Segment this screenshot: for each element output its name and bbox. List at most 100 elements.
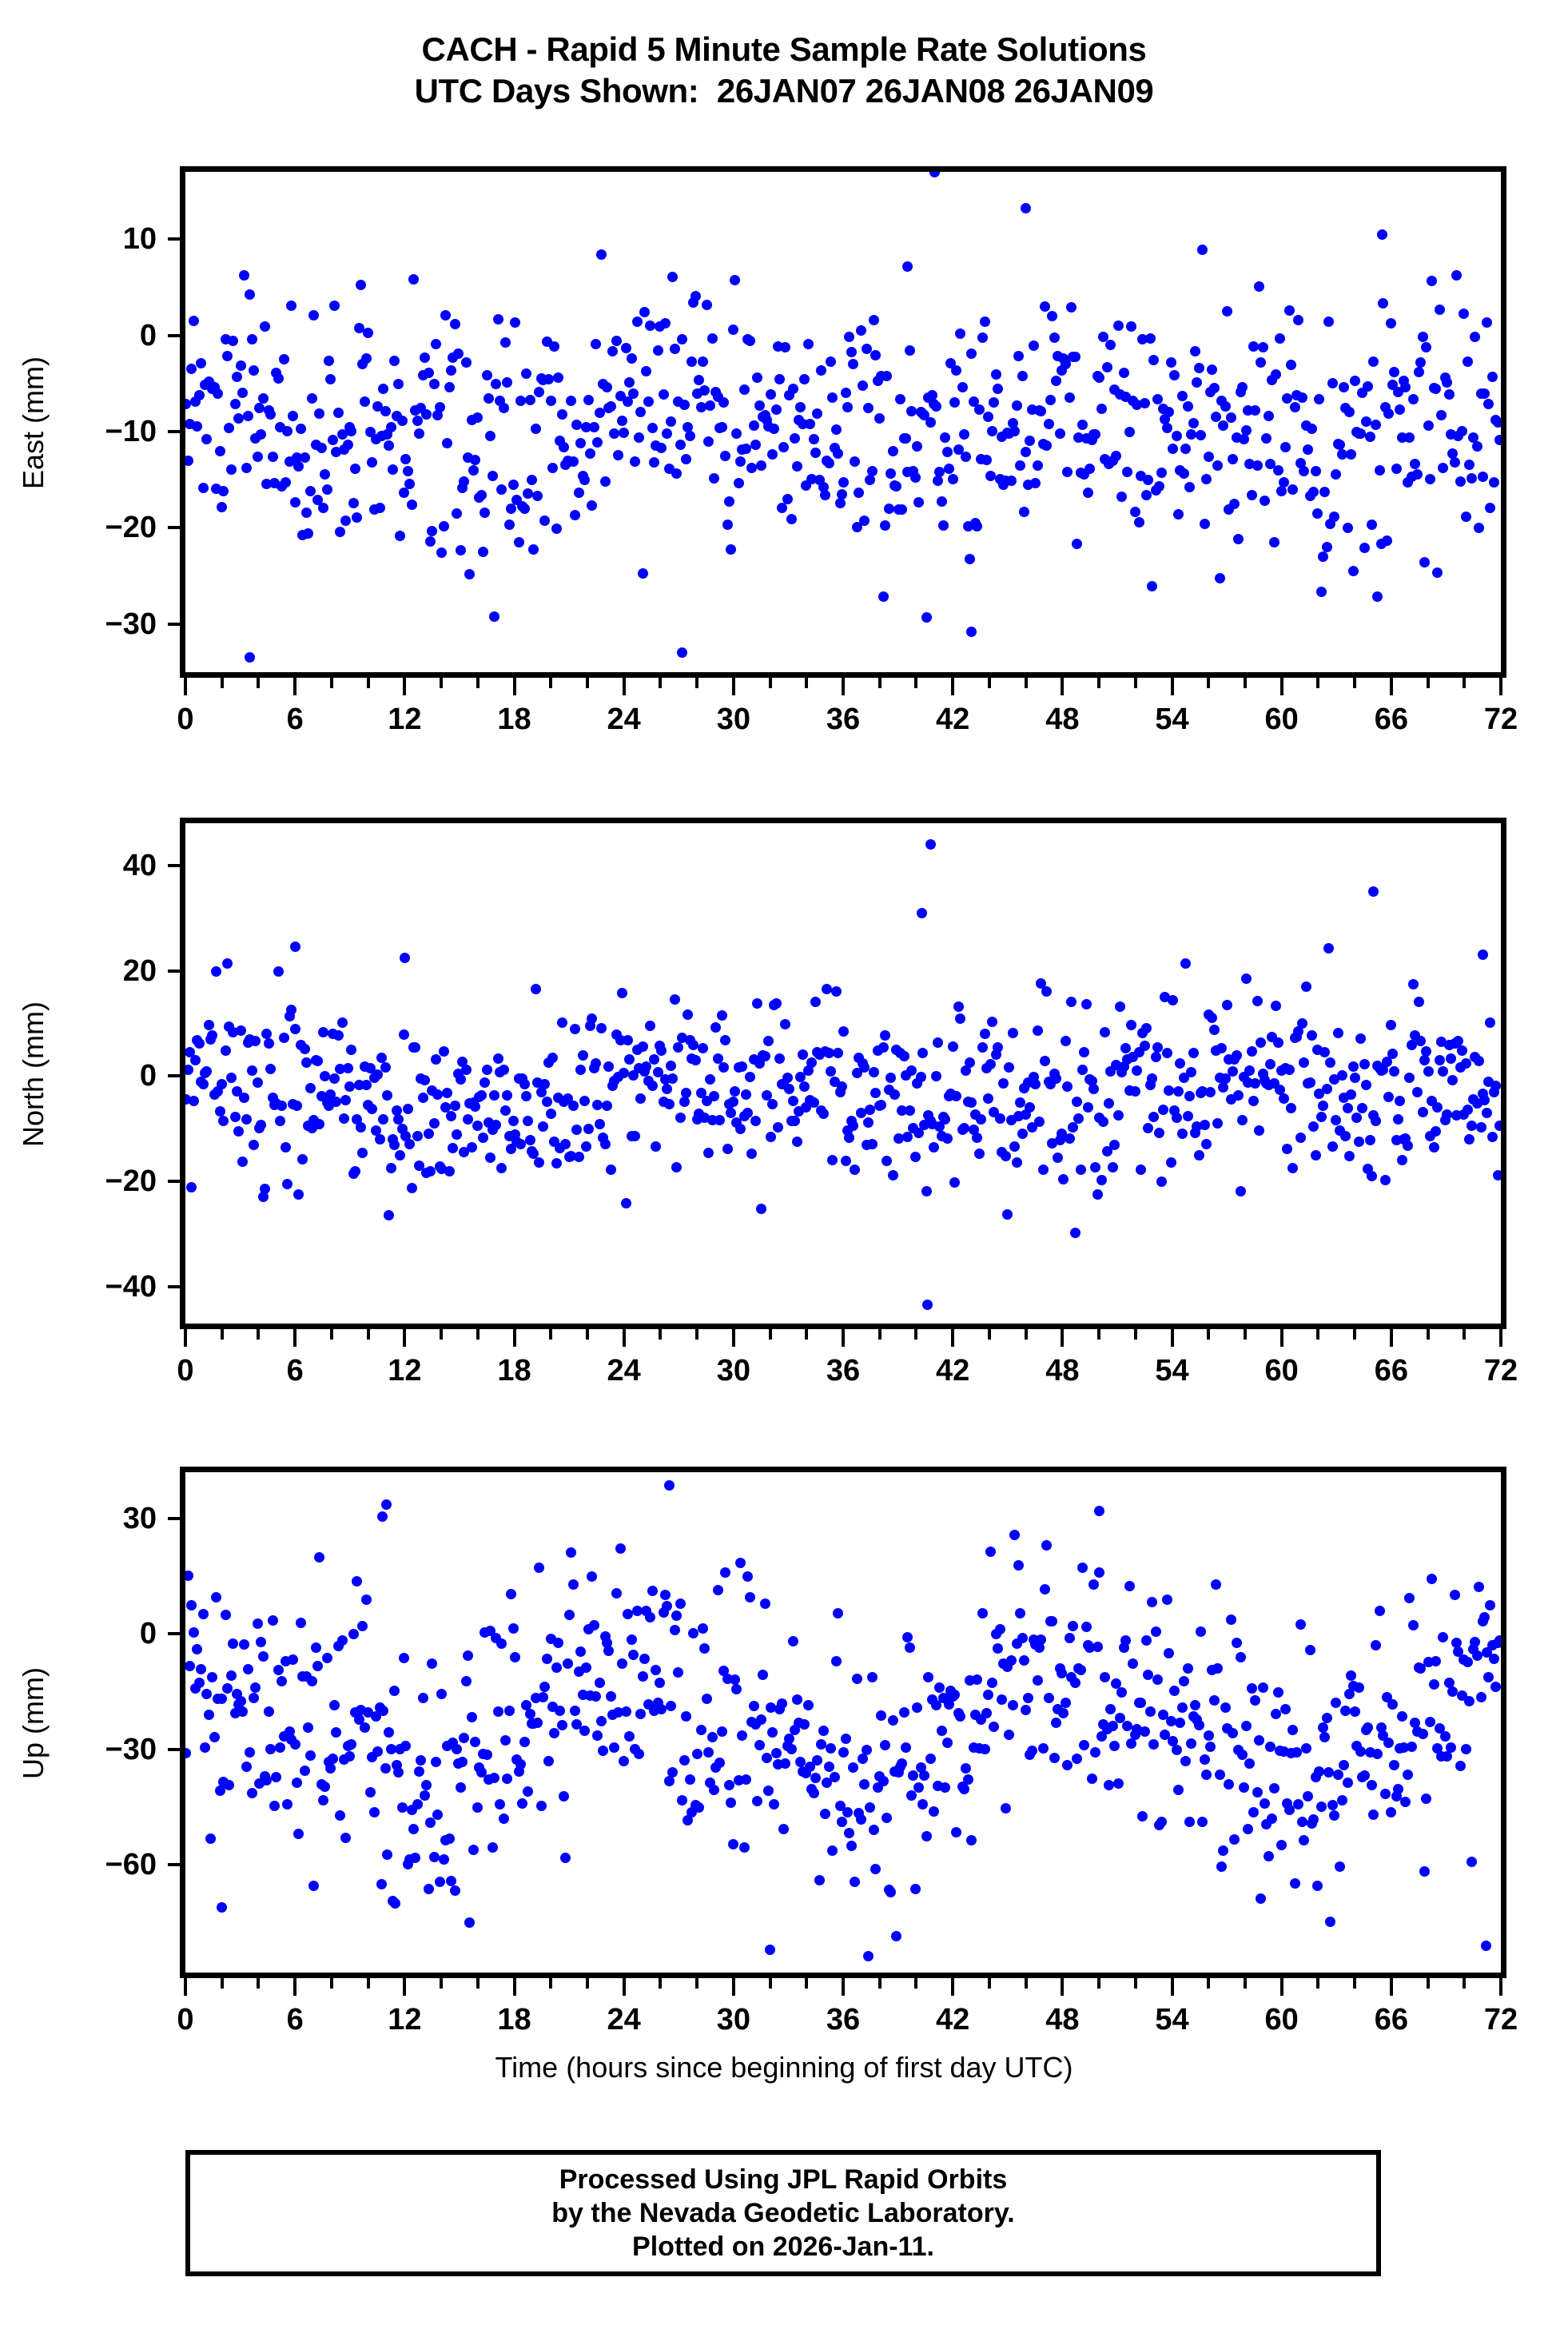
y-tick-label: 0 — [139, 1059, 157, 1093]
data-point — [487, 1842, 498, 1853]
data-point — [1271, 1000, 1282, 1011]
data-point — [1475, 1692, 1486, 1703]
data-point — [470, 454, 481, 465]
data-point — [224, 1779, 235, 1790]
data-point — [293, 1829, 304, 1840]
data-point-outlier — [244, 652, 255, 663]
data-point — [620, 1197, 631, 1208]
data-point — [909, 1884, 921, 1895]
data-point — [245, 1747, 256, 1758]
data-point — [769, 1798, 780, 1809]
data-point — [622, 396, 633, 407]
data-point — [810, 997, 822, 1007]
data-point — [1477, 471, 1488, 482]
data-point — [1346, 1089, 1357, 1100]
data-point — [1228, 1065, 1239, 1077]
data-point — [1438, 462, 1449, 473]
data-point — [1058, 1174, 1069, 1184]
data-point — [1471, 440, 1482, 452]
data-point — [1455, 476, 1466, 487]
data-point — [993, 384, 1004, 395]
x-tick-minor — [1243, 678, 1247, 688]
data-point — [1144, 332, 1156, 344]
data-point — [870, 350, 882, 361]
data-point — [1112, 1110, 1124, 1121]
data-point — [1434, 1055, 1445, 1066]
x-tick-minor — [1243, 1978, 1247, 1989]
data-point — [1361, 416, 1371, 428]
data-point — [887, 1170, 898, 1180]
data-point — [620, 343, 631, 354]
data-point — [786, 514, 797, 525]
x-tick-label: 24 — [607, 1354, 641, 1387]
data-point — [921, 1831, 932, 1842]
data-point — [947, 1041, 958, 1052]
data-point — [192, 1643, 203, 1654]
data-point — [225, 1073, 237, 1084]
data-point — [222, 1683, 233, 1694]
data-point — [738, 1842, 750, 1853]
data-point — [517, 1798, 528, 1809]
data-point — [314, 408, 325, 420]
data-point — [515, 396, 526, 407]
data-point — [816, 1738, 827, 1750]
data-point — [210, 1591, 221, 1602]
data-point — [619, 1756, 630, 1767]
data-point — [1172, 508, 1184, 520]
data-point — [1184, 1816, 1195, 1827]
data-point — [1225, 412, 1236, 424]
data-point — [1017, 1129, 1028, 1140]
data-point — [1144, 1706, 1156, 1718]
data-point — [639, 1653, 651, 1664]
data-point — [729, 1086, 740, 1097]
data-point — [1231, 1049, 1242, 1061]
data-point — [581, 1141, 592, 1152]
data-point — [1289, 401, 1300, 412]
data-point — [816, 365, 827, 376]
data-point — [1161, 423, 1172, 433]
data-point — [1096, 403, 1107, 414]
data-point — [993, 1642, 1004, 1654]
data-point — [1268, 1782, 1279, 1794]
data-point — [1349, 1706, 1360, 1717]
data-point — [603, 1061, 615, 1073]
data-point — [1336, 1795, 1347, 1806]
data-point — [1171, 430, 1182, 441]
data-point — [1282, 1143, 1293, 1154]
data-point — [237, 1157, 248, 1168]
data-point — [1210, 1579, 1221, 1591]
data-point — [930, 1700, 941, 1711]
data-point — [374, 503, 385, 514]
data-point — [440, 309, 451, 320]
x-tick-label: 72 — [1483, 1354, 1518, 1387]
data-point — [735, 1124, 746, 1135]
data-point — [519, 504, 530, 515]
data-point — [209, 1732, 220, 1743]
data-point-outlier — [1093, 1505, 1104, 1516]
data-point — [754, 1057, 765, 1069]
data-point — [981, 454, 992, 465]
data-point — [701, 299, 712, 310]
data-point — [566, 1547, 577, 1559]
data-point — [1080, 999, 1092, 1010]
data-point — [425, 536, 436, 547]
data-point — [1485, 502, 1496, 513]
data-point — [1167, 1735, 1178, 1746]
data-point — [1008, 1699, 1018, 1710]
data-point — [282, 425, 293, 436]
data-point — [1451, 270, 1462, 281]
data-point — [1011, 400, 1022, 411]
data-point — [854, 488, 865, 499]
data-point — [235, 1025, 246, 1036]
data-point — [1379, 1788, 1391, 1799]
data-point — [818, 481, 829, 492]
x-tick-major — [1279, 1329, 1283, 1347]
data-point — [361, 1080, 372, 1091]
data-point — [492, 1706, 503, 1717]
data-point — [190, 1055, 201, 1066]
data-point — [1383, 1738, 1395, 1749]
data-point — [913, 1128, 925, 1138]
data-point — [968, 1124, 979, 1135]
data-point — [432, 1809, 444, 1820]
